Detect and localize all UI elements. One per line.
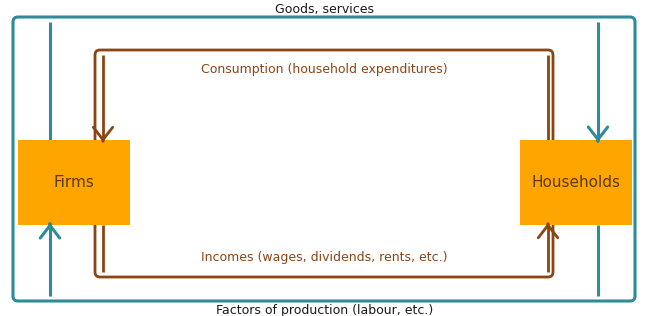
Bar — [520, 140, 632, 225]
Text: Goods, services: Goods, services — [275, 3, 374, 16]
Text: Households: Households — [532, 175, 620, 190]
Bar — [18, 140, 130, 225]
Text: Consumption (household expenditures): Consumption (household expenditures) — [201, 63, 448, 76]
Text: Incomes (wages, dividends, rents, etc.): Incomes (wages, dividends, rents, etc.) — [201, 251, 448, 264]
Text: Firms: Firms — [54, 175, 95, 190]
Text: Factors of production (labour, etc.): Factors of production (labour, etc.) — [216, 304, 433, 316]
